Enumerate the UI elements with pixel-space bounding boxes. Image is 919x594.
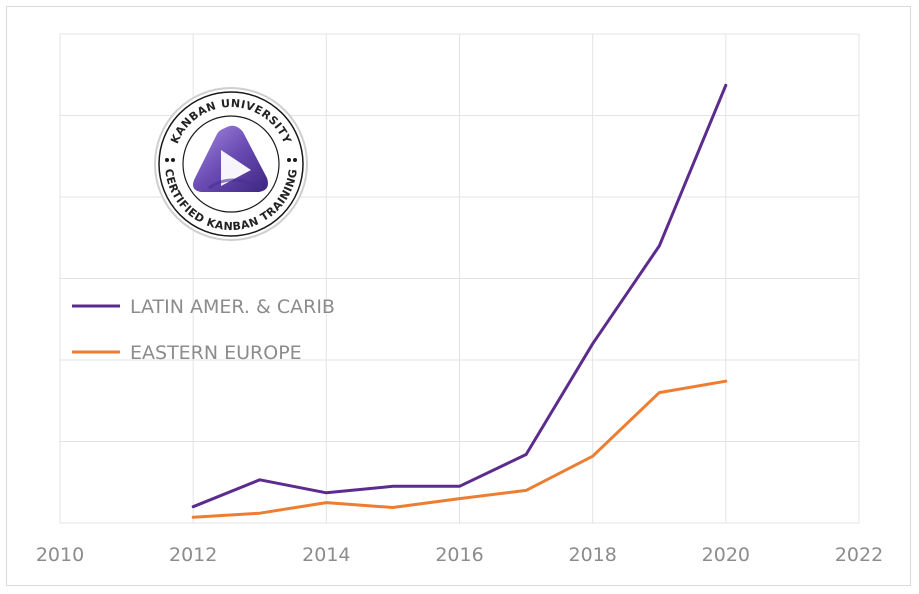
chart-frame bbox=[6, 6, 911, 586]
x-tick-label-2020: 2020 bbox=[702, 544, 750, 566]
x-tick-label-2012: 2012 bbox=[169, 544, 217, 566]
x-tick-label-2018: 2018 bbox=[568, 544, 616, 566]
x-tick-label-2014: 2014 bbox=[302, 544, 350, 566]
x-tick-label-2010: 2010 bbox=[36, 544, 84, 566]
kanban-university-seal-logo: KANBAN UNIVERSITY CERTIFIED KANBAN TRAIN… bbox=[154, 87, 308, 241]
series-line-1 bbox=[191, 379, 728, 519]
series-line-0 bbox=[191, 83, 728, 509]
legend-label-eastern-europe: EASTERN EUROPE bbox=[130, 342, 302, 364]
x-tick-label-2022: 2022 bbox=[835, 544, 883, 566]
series-lines bbox=[191, 83, 728, 519]
legend: LATIN AMER. & CARIB EASTERN EUROPE bbox=[72, 296, 335, 364]
legend-label-latin-america: LATIN AMER. & CARIB bbox=[130, 296, 335, 318]
x-axis-ticks: 2010 2012 2014 2016 2018 2020 2022 bbox=[36, 544, 883, 566]
x-tick-label-2016: 2016 bbox=[435, 544, 483, 566]
